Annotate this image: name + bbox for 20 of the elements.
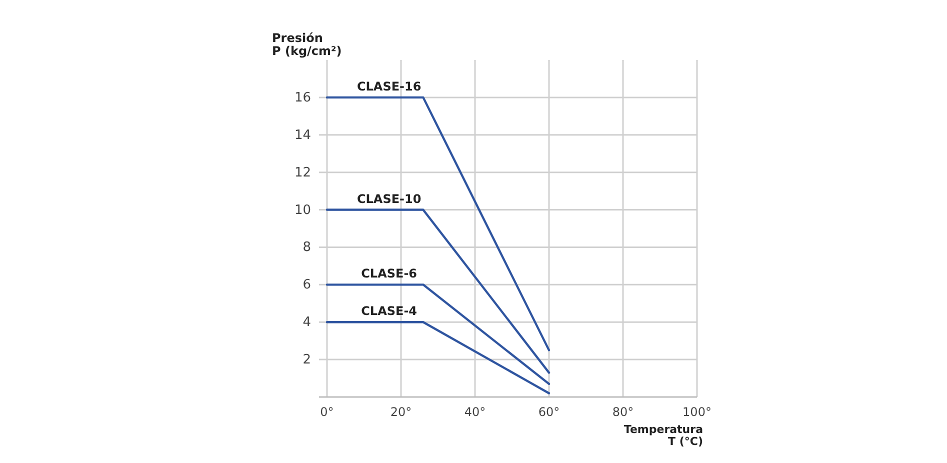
x-tick-label: 100° [682, 405, 712, 419]
y-tick-label: 2 [302, 352, 311, 368]
x-tick-label: 0° [320, 405, 334, 419]
y-tick-label: 16 [294, 90, 311, 106]
y-tick-label: 8 [302, 240, 311, 256]
y-tick-label: 4 [302, 315, 311, 330]
x-axis-title: Temperatura T (°C) [624, 423, 703, 448]
series-label: CLASE-10 [356, 192, 422, 206]
y-axis-title: Presión P (kg/cm²) [272, 31, 342, 58]
series-label: CLASE-4 [361, 304, 418, 318]
y-tick-label: 6 [302, 278, 311, 293]
y-tick-label: 12 [294, 165, 311, 180]
x-tick-label: 40° [464, 405, 486, 419]
series-label: CLASE-6 [361, 266, 418, 281]
x-tick-label: 80° [612, 405, 634, 419]
y-tick-label: 14 [294, 128, 311, 143]
series-label: CLASE-16 [356, 79, 422, 94]
y-tick-label: 10 [294, 202, 311, 218]
x-tick-label: 20° [390, 405, 412, 419]
x-tick-label: 60° [538, 405, 560, 419]
